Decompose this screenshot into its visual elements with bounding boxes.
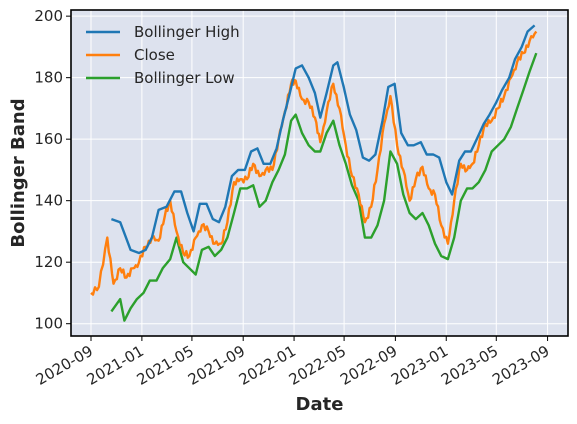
x-tick-label: 2022-05 bbox=[286, 342, 349, 389]
y-tick-label: 120 bbox=[34, 253, 63, 271]
y-tick-label: 140 bbox=[34, 192, 63, 210]
series-lines bbox=[90, 24, 538, 322]
legend: Bollinger High Close Bollinger Low bbox=[86, 23, 240, 87]
x-axis-title: Date bbox=[296, 394, 344, 415]
x-tick-label: 2021-05 bbox=[134, 342, 197, 389]
x-tick-label: 2020-09 bbox=[33, 342, 96, 389]
series-line-bollinger-high bbox=[111, 24, 536, 255]
x-tick-label: 2023-05 bbox=[438, 342, 501, 389]
x-tick-label: 2023-01 bbox=[388, 342, 451, 389]
y-axis: 100 120 140 160 180 200 bbox=[34, 7, 71, 333]
legend-label-close: Close bbox=[134, 46, 175, 64]
y-tick-label: 160 bbox=[34, 130, 63, 148]
series-line-bollinger-low bbox=[110, 52, 538, 322]
plot-frame bbox=[70, 9, 569, 337]
x-tick-label: 2021-01 bbox=[84, 342, 147, 389]
x-axis: 2020-092021-012021-052021-092022-012022-… bbox=[33, 336, 553, 389]
legend-label-bollinger-high: Bollinger High bbox=[134, 23, 240, 41]
legend-label-bollinger-low: Bollinger Low bbox=[134, 69, 235, 87]
x-tick-label: 2023-09 bbox=[489, 342, 552, 389]
y-tick-label: 100 bbox=[34, 315, 63, 333]
y-tick-label: 180 bbox=[34, 69, 63, 87]
x-tick-label: 2022-09 bbox=[337, 342, 400, 389]
grid-lines bbox=[71, 10, 568, 336]
x-tick-label: 2022-01 bbox=[236, 342, 299, 389]
y-axis-title: Bollinger Band bbox=[8, 98, 29, 247]
x-tick-label: 2021-09 bbox=[185, 342, 248, 389]
y-tick-label: 200 bbox=[34, 7, 63, 25]
